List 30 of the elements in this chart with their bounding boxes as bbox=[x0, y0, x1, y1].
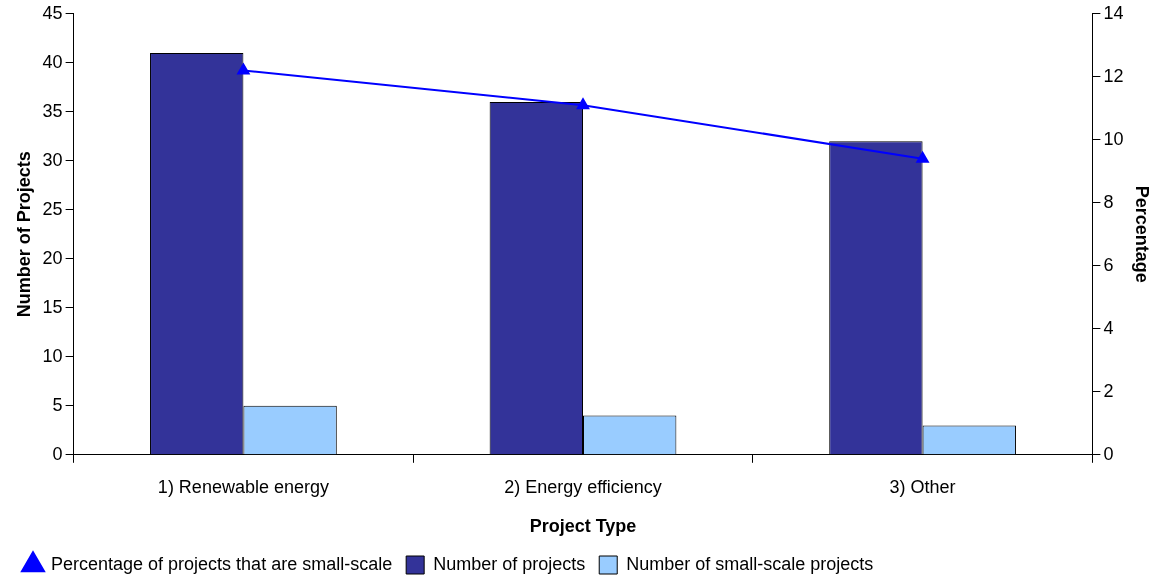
x-axis-title: Project Type bbox=[529, 516, 637, 537]
y-axis-title: Number of Projects bbox=[13, 151, 34, 318]
y-tick-label: 45 bbox=[42, 2, 63, 23]
legend-label: Number of projects bbox=[433, 553, 586, 574]
y2-tick-label: 10 bbox=[1103, 128, 1124, 149]
y2-tick-label: 14 bbox=[1103, 2, 1124, 23]
y-tick-label: 40 bbox=[42, 51, 63, 72]
y2-axis-title: Percentage bbox=[1132, 185, 1153, 283]
x-tick-label: 2) Energy efficiency bbox=[504, 476, 662, 497]
y-tick-label: 30 bbox=[42, 149, 63, 170]
y-tick-label: 20 bbox=[42, 247, 63, 268]
point bbox=[916, 151, 929, 163]
y-tick-label: 5 bbox=[52, 394, 63, 415]
y-tick-label: 25 bbox=[42, 198, 63, 219]
legend-label: Percentage of projects that are small-scale bbox=[51, 553, 393, 574]
point bbox=[576, 98, 590, 110]
y-tick-label: 15 bbox=[42, 296, 63, 317]
y2-tick-label: 6 bbox=[1103, 254, 1114, 275]
legend-label: Number of small-scale projects bbox=[626, 553, 874, 574]
y2-tick-label: 2 bbox=[1103, 380, 1114, 401]
y-tick-label: 35 bbox=[42, 100, 63, 121]
x-tick-label: 3) Other bbox=[889, 476, 956, 497]
x-tick-label: 1) Renewable energy bbox=[157, 476, 329, 497]
y-tick-label: 0 bbox=[52, 443, 63, 464]
y-tick-label: 10 bbox=[42, 345, 63, 366]
y2-tick-label: 4 bbox=[1103, 317, 1114, 338]
y2-tick-label: 8 bbox=[1103, 191, 1114, 212]
y2-tick-label: 12 bbox=[1103, 65, 1124, 86]
point bbox=[237, 63, 250, 75]
y2-tick-label: 0 bbox=[1103, 443, 1114, 464]
